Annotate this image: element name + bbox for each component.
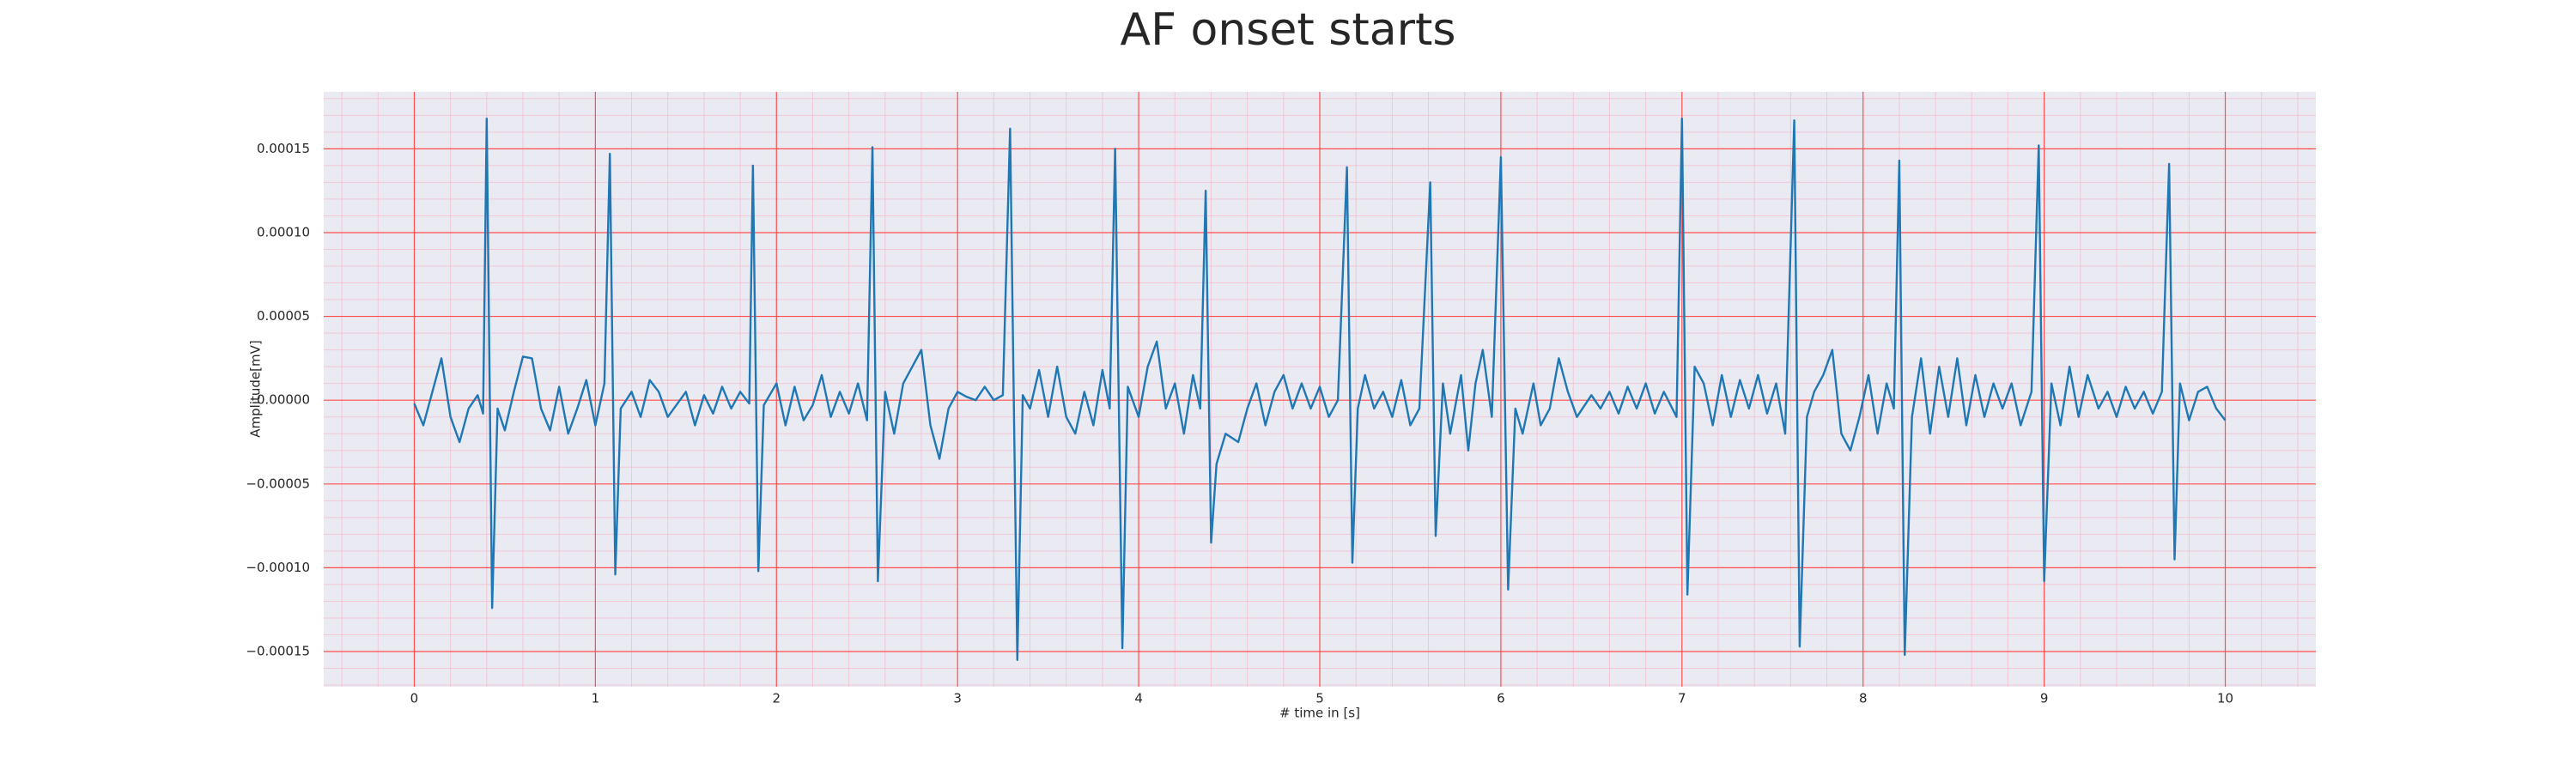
chart-title: AF onset starts (1121, 4, 1456, 56)
x-tick-label: 4 (1134, 691, 1143, 706)
x-tick-label: 8 (1859, 691, 1868, 706)
y-tick-label: 0.00015 (257, 141, 310, 156)
y-tick-label: 0.00000 (257, 392, 310, 408)
x-tick-label: 1 (592, 691, 600, 706)
signal-line (413, 118, 2227, 661)
y-tick-label: 0.00010 (257, 224, 310, 239)
x-tick-label: 3 (953, 691, 962, 706)
x-axis-label: # time in [s] (1279, 706, 1360, 721)
x-tick-label: 6 (1497, 691, 1505, 706)
y-tick-label: −0.00015 (246, 644, 310, 659)
y-axis-label: Amplitude[mV] (248, 340, 264, 437)
marks: 0 1 2 3 4 5 6 7 8 9 10 −0.00015 −0.00010 −0.00005 0.00… (246, 118, 2233, 706)
x-tick-label: 9 (2040, 691, 2049, 706)
x-tick-label: 7 (1678, 691, 1686, 706)
x-tick-label: 2 (772, 691, 781, 706)
x-tick-label: 0 (410, 691, 419, 706)
labels: AF onset starts # time in [s] Amplitude[… (248, 4, 1456, 721)
y-tick-label: 0.00005 (257, 308, 310, 324)
grid (324, 92, 2316, 687)
x-tick-label: 5 (1315, 691, 1324, 706)
y-tick-label: −0.00005 (246, 476, 310, 491)
y-tick-label: −0.00010 (246, 560, 310, 575)
x-tick-label: 10 (2217, 691, 2233, 706)
